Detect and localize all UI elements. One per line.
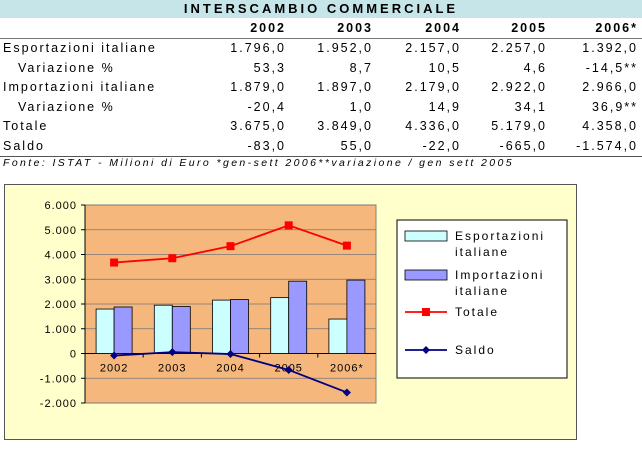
table-cell: 2.922,0 xyxy=(491,80,547,95)
legend-label: Totale xyxy=(455,305,499,319)
table-cell: 55,0 xyxy=(290,136,377,157)
table-cell: 53,3 xyxy=(253,60,286,75)
table-cell: 36,9** xyxy=(591,99,638,114)
row-label: Variazione % xyxy=(18,60,115,75)
table-cell: 2.157,0 xyxy=(405,41,461,56)
line-marker xyxy=(110,258,119,267)
table-row: Variazione % -20,4 1,0 14,9 34,1 36,9** xyxy=(0,97,642,117)
table-cell: -22,0 xyxy=(377,136,465,157)
line-marker xyxy=(168,254,177,263)
table-cell: 2.179,0 xyxy=(405,80,461,95)
legend-label: Saldo xyxy=(455,343,496,357)
bar xyxy=(346,279,366,354)
table-cell: 14,9 xyxy=(428,99,461,114)
y-tick-label: 4.000 xyxy=(44,250,77,262)
table-row: Totale 3.675,0 3.849,0 4.336,0 5.179,0 4.358,… xyxy=(0,117,642,137)
x-tick-label: 2004 xyxy=(216,363,244,375)
legend-label: italiane xyxy=(455,284,509,298)
table-cell: 2.257,0 xyxy=(491,41,547,56)
y-tick-label: 1.000 xyxy=(44,324,77,336)
legend-marker xyxy=(422,346,430,354)
table-cell: -14,5** xyxy=(585,60,638,75)
table-cell: 1.879,0 xyxy=(230,80,286,95)
x-tick-label: 2003 xyxy=(158,363,186,375)
bar xyxy=(153,304,173,354)
legend-swatch xyxy=(404,230,448,242)
table-cell: -20,4 xyxy=(247,99,286,114)
table-cell: 1.897,0 xyxy=(317,80,373,95)
row-label: Totale xyxy=(3,119,49,134)
row-label: Variazione % xyxy=(18,99,115,114)
table-cell: -83,0 xyxy=(214,136,290,157)
y-tick-label: 6.000 xyxy=(44,200,77,212)
y-tick-label: 5.000 xyxy=(44,225,77,237)
table-cell: 1.796,0 xyxy=(230,41,286,56)
bar xyxy=(328,318,348,354)
bar xyxy=(270,297,290,354)
bar xyxy=(212,299,231,354)
table-title: INTERSCAMBIO COMMERCIALE xyxy=(0,0,642,18)
table-row: Variazione % 53,3 8,7 10,5 4,6 -14,5** xyxy=(0,58,642,78)
table-cell: 2.966,0 xyxy=(582,80,638,95)
year-header: 2005 xyxy=(465,18,551,39)
header-empty xyxy=(0,18,214,39)
year-header: 2004 xyxy=(377,18,465,39)
legend-label: italiane xyxy=(455,245,509,259)
legend-label: Importazioni xyxy=(455,268,544,282)
year-header: 2002 xyxy=(214,18,290,39)
bar xyxy=(288,280,308,354)
legend-marker xyxy=(422,308,430,316)
legend-label: Esportazioni xyxy=(455,229,545,243)
row-label: Importazioni italiane xyxy=(3,80,157,95)
legend-swatch xyxy=(404,269,448,281)
line-marker xyxy=(168,348,177,357)
table-cell: -665,0 xyxy=(465,136,551,157)
y-tick-label: -2.000 xyxy=(40,398,77,410)
bar xyxy=(95,308,115,354)
y-tick-label: 2.000 xyxy=(44,299,77,311)
line-marker xyxy=(284,221,293,230)
trade-table: 2002 2003 2004 2005 2006* Esportazioni italia… xyxy=(0,18,642,157)
row-label: Saldo xyxy=(0,136,214,157)
table-row: Importazioni italiane 1.879,0 1.897,0 2.179… xyxy=(0,78,642,98)
source-note: Fonte: ISTAT - Milioni di Euro *gen-sett… xyxy=(3,157,514,169)
y-tick-label: -1.000 xyxy=(40,373,77,385)
trade-chart: -2.000 -1.000 0 1.000 2.000 3.000 4.000 5.000 6.… xyxy=(40,200,568,410)
table-cell: 1.392,0 xyxy=(582,41,638,56)
table-cell: 1,0 xyxy=(349,99,373,114)
y-tick-label: 3.000 xyxy=(44,274,77,286)
table-cell: 3.849,0 xyxy=(317,119,373,134)
table-cell: 4.358,0 xyxy=(582,119,638,134)
table-row: Esportazioni italiane 1.796,0 1.952,0 2.157… xyxy=(0,38,642,58)
line-marker xyxy=(226,350,235,359)
table-cell: 4.336,0 xyxy=(405,119,461,134)
bar xyxy=(230,299,249,354)
table-cell: -1.574,0 xyxy=(551,136,642,157)
line-marker xyxy=(110,351,119,360)
table-cell: 4,6 xyxy=(523,60,547,75)
x-tick-label: 2002 xyxy=(100,363,128,375)
line-marker xyxy=(226,242,235,251)
table-cell: 10,5 xyxy=(428,60,461,75)
table-cell: 3.675,0 xyxy=(230,119,286,134)
table-row: Saldo -83,0 55,0 -22,0 -665,0 -1.574,0 xyxy=(0,136,642,157)
table-cell: 5.179,0 xyxy=(491,119,547,134)
table-cell: 34,1 xyxy=(514,99,547,114)
y-tick-label: 0 xyxy=(70,349,77,361)
row-label: Esportazioni italiane xyxy=(3,41,157,56)
year-header: 2003 xyxy=(290,18,377,39)
bar xyxy=(113,306,133,354)
chart-container: -2.000 -1.000 0 1.000 2.000 3.000 4.000 5.000 6.… xyxy=(4,184,577,440)
table-cell: 8,7 xyxy=(349,60,373,75)
line-marker xyxy=(342,388,351,397)
line-marker xyxy=(342,241,351,250)
table-cell: 1.952,0 xyxy=(317,41,373,56)
x-tick-label: 2006* xyxy=(330,363,364,375)
bar xyxy=(171,306,191,354)
year-header: 2006* xyxy=(551,18,642,39)
line-marker xyxy=(284,365,293,374)
